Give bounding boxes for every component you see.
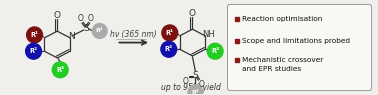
Text: O: O	[189, 9, 196, 18]
Text: S: S	[192, 71, 198, 80]
Text: R¹: R¹	[31, 32, 39, 38]
Text: N: N	[68, 32, 74, 41]
Circle shape	[188, 85, 203, 95]
Circle shape	[207, 43, 223, 59]
Circle shape	[26, 43, 42, 59]
Text: Reaction optimisation: Reaction optimisation	[242, 16, 322, 22]
Text: hν (365 nm): hν (365 nm)	[110, 30, 157, 39]
Text: and EPR studies: and EPR studies	[242, 66, 301, 72]
Text: NH: NH	[202, 30, 215, 39]
Text: O: O	[88, 14, 94, 23]
Text: O: O	[78, 14, 84, 23]
Circle shape	[161, 41, 177, 57]
Circle shape	[92, 23, 107, 38]
Circle shape	[162, 25, 178, 41]
Text: R³: R³	[211, 48, 219, 54]
Text: Scope and limitations probed: Scope and limitations probed	[242, 38, 350, 44]
Text: R⁴: R⁴	[192, 90, 199, 95]
FancyBboxPatch shape	[228, 4, 372, 91]
Text: R²: R²	[29, 48, 38, 54]
Text: R⁴: R⁴	[96, 28, 104, 33]
Text: O: O	[198, 80, 204, 89]
Text: R²: R²	[165, 46, 173, 52]
Circle shape	[27, 27, 42, 43]
Text: O: O	[183, 77, 189, 86]
Text: S: S	[83, 24, 89, 33]
Circle shape	[52, 62, 68, 78]
Text: O: O	[54, 11, 61, 20]
Text: R³: R³	[56, 67, 64, 73]
Text: R¹: R¹	[166, 30, 174, 36]
Text: Mechanistic crossover: Mechanistic crossover	[242, 57, 323, 63]
Text: up to 95% yield: up to 95% yield	[161, 83, 220, 92]
